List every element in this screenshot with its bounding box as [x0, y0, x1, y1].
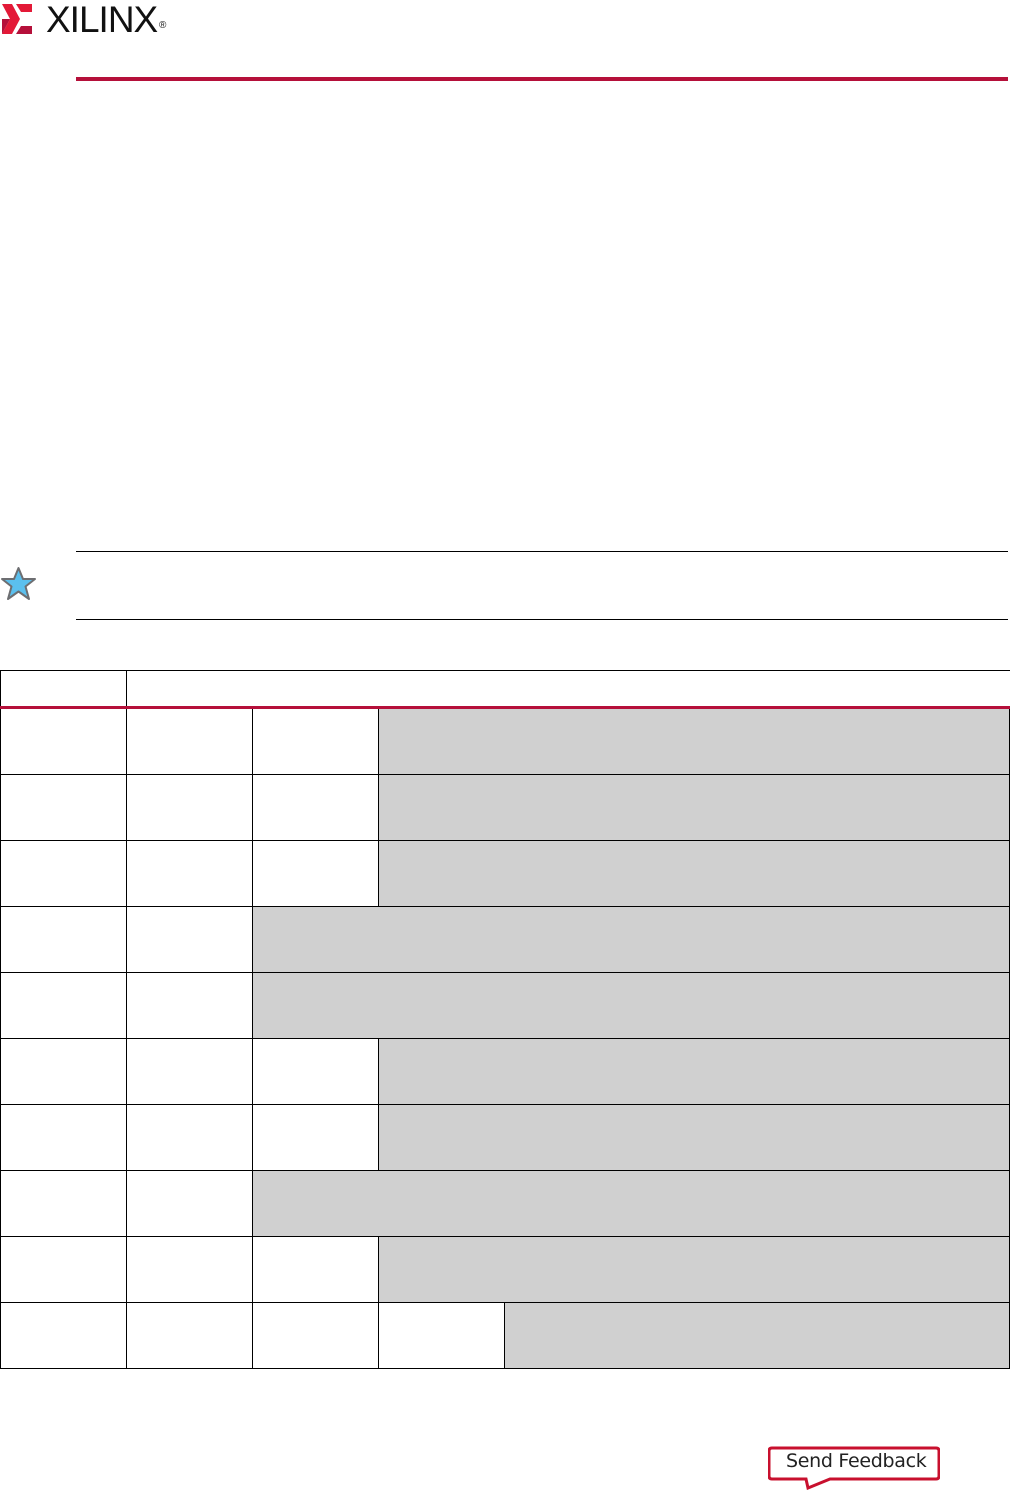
table-cell [126, 1302, 253, 1369]
table-cell [252, 1038, 379, 1105]
table-shaded-cell [252, 972, 1010, 1039]
table-cell [252, 1104, 379, 1171]
table-cell [126, 840, 253, 907]
table-cell [0, 774, 127, 841]
table-cell [126, 1170, 253, 1237]
table-cell [252, 1302, 379, 1369]
note-top-rule [76, 551, 1008, 552]
table-cell [126, 972, 253, 1039]
table-shaded-cell [252, 906, 1010, 973]
table-cell [378, 1302, 505, 1369]
send-feedback-button[interactable] [768, 1446, 940, 1490]
registered-mark: ® [159, 20, 167, 31]
star-icon [1, 567, 36, 600]
table-cell [0, 1236, 127, 1303]
table-cell [126, 708, 253, 775]
table-header-cell [126, 670, 1010, 709]
data-table [0, 670, 1010, 1369]
table-header-cell [0, 670, 127, 709]
table-shaded-cell [504, 1302, 1010, 1369]
logo-text: XILINX [46, 0, 158, 40]
table-cell [126, 1038, 253, 1105]
header-rule [76, 77, 1008, 81]
note-bottom-rule [76, 619, 1008, 620]
table-cell [252, 708, 379, 775]
table-shaded-cell [252, 1170, 1010, 1237]
table-cell [126, 906, 253, 973]
table-cell [0, 1170, 127, 1237]
table-cell [0, 972, 127, 1039]
table-shaded-cell [378, 1038, 1010, 1105]
table-cell [126, 1236, 253, 1303]
table-header-rule [0, 706, 1010, 709]
table-cell [0, 1038, 127, 1105]
table-cell [0, 708, 127, 775]
table-shaded-cell [378, 708, 1010, 775]
xilinx-logo [2, 4, 32, 34]
table-cell [0, 840, 127, 907]
table-cell [0, 1104, 127, 1171]
table-cell [0, 906, 127, 973]
table-shaded-cell [378, 840, 1010, 907]
table-shaded-cell [378, 1104, 1010, 1171]
table-cell [252, 1236, 379, 1303]
send-feedback-label[interactable]: Send Feedback [786, 1450, 927, 1472]
table-cell [126, 1104, 253, 1171]
table-cell [126, 774, 253, 841]
table-cell [252, 840, 379, 907]
table-cell [252, 774, 379, 841]
table-shaded-cell [378, 1236, 1010, 1303]
table-cell [0, 1302, 127, 1369]
table-shaded-cell [378, 774, 1010, 841]
